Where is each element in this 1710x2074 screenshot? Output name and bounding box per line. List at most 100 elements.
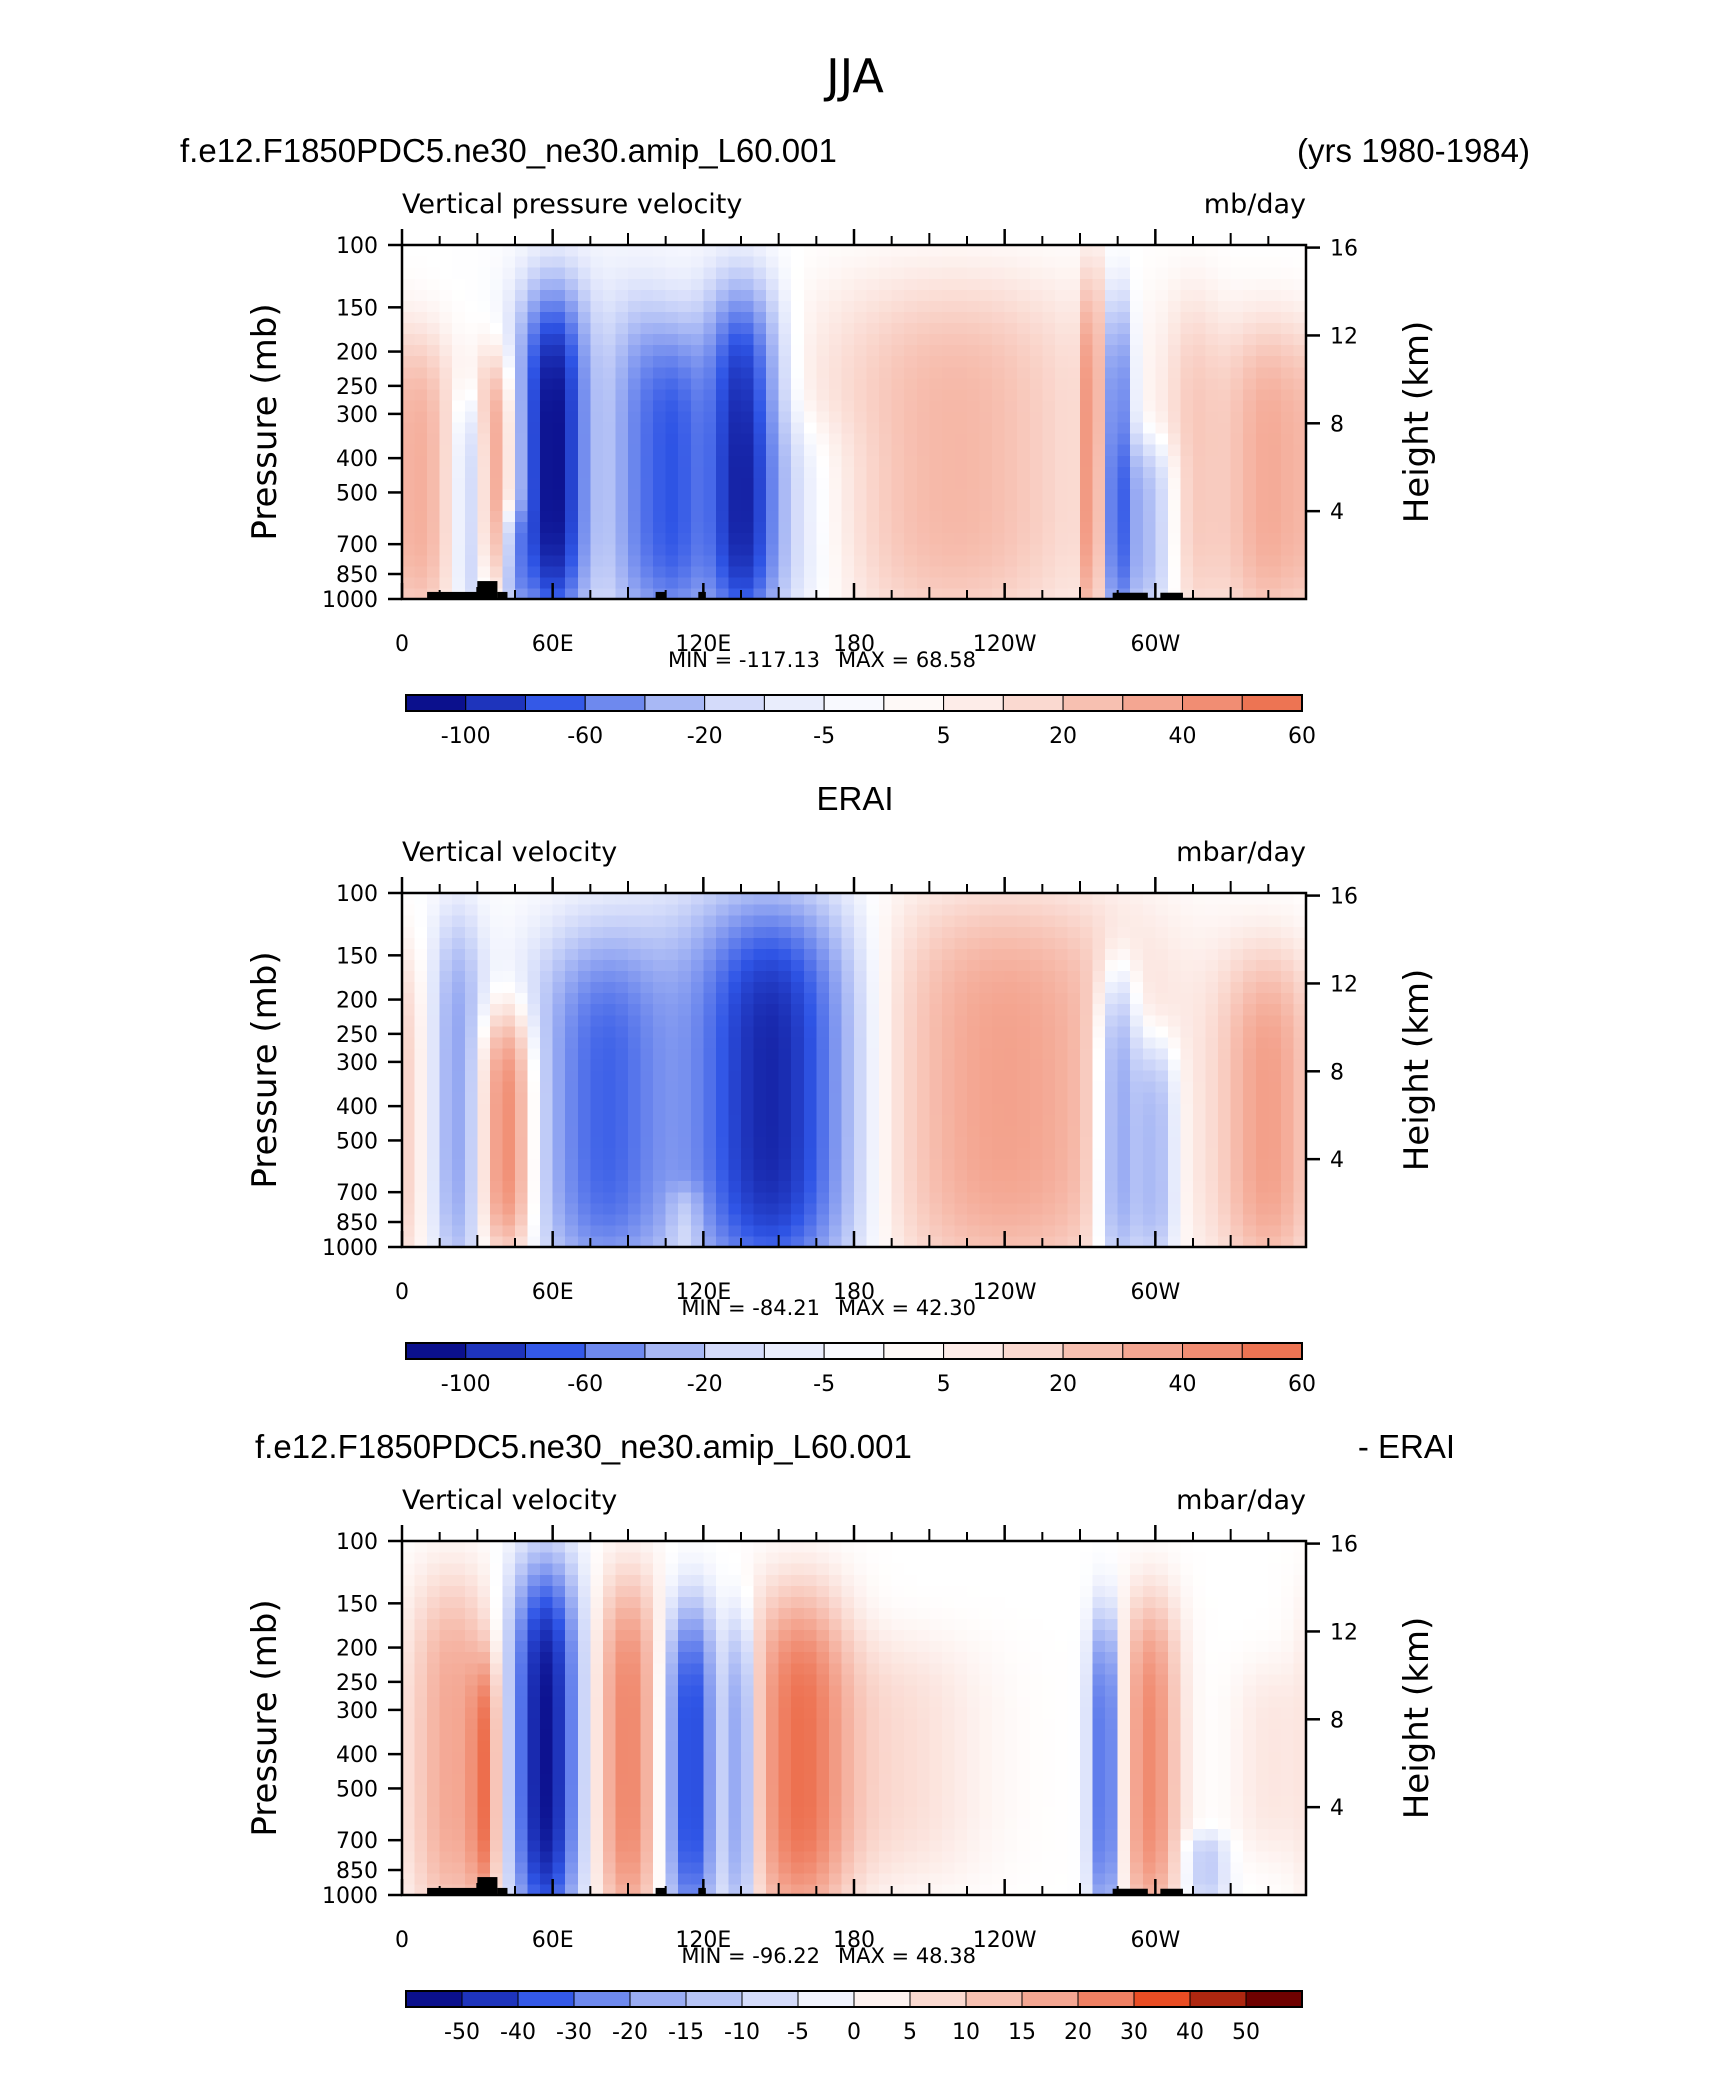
colorbar-box-obs-2 [524, 1342, 586, 1360]
y-tick-label-model-1: 150 [336, 296, 378, 321]
min-value-model: MIN = -117.13 [668, 648, 820, 672]
y-axis-label-diff: Pressure (mb) [245, 1599, 285, 1836]
colorbar-label-diff-9: 10 [952, 2020, 980, 2045]
y-right-tick-label-diff-3: 4 [1330, 1796, 1344, 1821]
colorbar-box-diff-0 [405, 1990, 463, 2008]
x-tick-label-diff-5: 60W [1130, 1928, 1180, 1953]
y-tick-label-model-5: 400 [336, 447, 378, 472]
y-tick-label-obs-1: 150 [336, 944, 378, 969]
field-diff [402, 1541, 1307, 1896]
colorbar-box-obs-3 [584, 1342, 646, 1360]
x-tick-label-model-1: 60E [532, 632, 574, 657]
y-tick-label-diff-0: 100 [336, 1530, 378, 1555]
colorbar-box-diff-5 [685, 1990, 743, 2008]
colorbar-box-diff-10 [965, 1990, 1023, 2008]
colorbar-box-model-11 [1062, 694, 1124, 712]
colorbar-label-model-3: -5 [813, 724, 835, 749]
y-tick-label-model-3: 250 [336, 375, 378, 400]
colorbar-box-model-3 [584, 694, 646, 712]
colorbar-box-diff-6 [741, 1990, 799, 2008]
y-right-axis-label-diff: Height (km) [1397, 1617, 1437, 1820]
colorbar-obs: -100 -60 -20 -5 5 20 40 60 [405, 1342, 1316, 1397]
obs-name: ERAI [816, 780, 893, 817]
colorbar-label-diff-2: -30 [556, 2020, 592, 2045]
colorbar-box-obs-12 [1122, 1342, 1184, 1360]
y-right-tick-label-model-3: 4 [1330, 500, 1344, 525]
colorbar-model: -100 -60 -20 -5 5 20 40 60 [405, 694, 1316, 749]
topography-diff-6 [1160, 1888, 1183, 1895]
colorbar-label-model-4: 5 [937, 724, 951, 749]
colorbar-box-obs-6 [763, 1342, 825, 1360]
y-right-tick-label-diff-0: 16 [1330, 1533, 1358, 1558]
y-tick-label-diff-5: 400 [336, 1743, 378, 1768]
y-right-tick-label-model-2: 8 [1330, 412, 1344, 437]
colorbar-box-model-8 [883, 694, 945, 712]
colorbar-label-obs-6: 40 [1169, 1372, 1197, 1397]
colorbar-label-diff-8: 5 [903, 2020, 917, 2045]
colorbar-box-model-14 [1241, 694, 1303, 712]
topography-diff-3 [655, 1887, 666, 1895]
x-tick-label-model-3: 180 [833, 632, 875, 657]
y-tick-label-diff-2: 200 [336, 1637, 378, 1662]
diff-case-name: f.e12.F1850PDC5.ne30_ne30.amip_L60.001 [255, 1428, 912, 1465]
y-tick-label-diff-9: 1000 [322, 1884, 378, 1909]
x-tick-label-model-5: 60W [1130, 632, 1180, 657]
colorbar-label-obs-0: -100 [441, 1372, 491, 1397]
y-right-axis-label-obs: Height (km) [1397, 969, 1437, 1172]
colorbar-box-model-7 [823, 694, 885, 712]
x-tick-label-obs-3: 180 [833, 1280, 875, 1305]
y-right-tick-label-diff-1: 12 [1330, 1620, 1358, 1645]
y-tick-label-obs-6: 500 [336, 1129, 378, 1154]
colorbar-box-model-9 [943, 694, 1004, 712]
colorbar-box-model-1 [465, 694, 526, 712]
colorbar-frame-diff [405, 1990, 1303, 2008]
colorbar-box-diff-11 [1021, 1990, 1079, 2008]
field-obs [402, 893, 1307, 1248]
colorbar-box-obs-13 [1182, 1342, 1243, 1360]
panel-subtitle-obs: Vertical velocity [402, 837, 617, 868]
colorbar-label-model-7: 60 [1288, 724, 1316, 749]
topography-diff-5 [1112, 1888, 1148, 1895]
colorbar-label-obs-1: -60 [567, 1372, 603, 1397]
y-tick-label-model-2: 200 [336, 341, 378, 366]
colorbar-box-obs-0 [405, 1342, 467, 1360]
colorbar-label-diff-0: -50 [444, 2020, 480, 2045]
colorbar-label-diff-10: 15 [1008, 2020, 1036, 2045]
y-axis-label-obs: Pressure (mb) [245, 951, 285, 1188]
x-tick-label-model-2: 120E [675, 632, 731, 657]
x-tick-label-diff-0: 0 [395, 1928, 409, 1953]
colorbar-box-model-0 [405, 694, 467, 712]
topography-diff-1 [477, 1877, 498, 1895]
max-value-obs: MAX = 42.30 [838, 1296, 976, 1320]
y-tick-label-obs-8: 850 [336, 1211, 378, 1236]
y-tick-label-diff-3: 250 [336, 1671, 378, 1696]
colorbar-box-model-4 [644, 694, 706, 712]
colorbar-box-diff-7 [797, 1990, 855, 2008]
y-tick-label-model-0: 100 [336, 234, 378, 259]
colorbar-box-obs-10 [1002, 1342, 1064, 1360]
model-case-name: f.e12.F1850PDC5.ne30_ne30.amip_L60.001 [180, 132, 837, 169]
years-label: (yrs 1980-1984) [1297, 132, 1530, 169]
colorbar-box-obs-5 [704, 1342, 765, 1360]
colorbar-label-diff-5: -10 [724, 2020, 760, 2045]
y-tick-label-obs-3: 250 [336, 1023, 378, 1048]
colorbar-label-obs-5: 20 [1049, 1372, 1077, 1397]
panel-obs: Vertical velocity mbar/day 0 60E 120E 180 120W… [245, 837, 1437, 1397]
y-tick-label-model-8: 850 [336, 563, 378, 588]
y-tick-label-obs-2: 200 [336, 989, 378, 1014]
y-tick-label-obs-0: 100 [336, 882, 378, 907]
colorbar-frame-obs [405, 1342, 1303, 1360]
x-tick-label-diff-4: 120W [973, 1928, 1037, 1953]
colorbar-box-obs-8 [883, 1342, 945, 1360]
x-tick-label-model-4: 120W [973, 632, 1037, 657]
colorbar-label-obs-3: -5 [813, 1372, 835, 1397]
topography-model-0 [427, 591, 478, 599]
colorbar-box-diff-4 [629, 1990, 687, 2008]
y-right-tick-label-obs-1: 12 [1330, 972, 1358, 997]
colorbar-box-obs-1 [465, 1342, 526, 1360]
topography-model-2 [497, 591, 508, 599]
colorbar-label-model-2: -20 [687, 724, 723, 749]
colorbar-box-obs-11 [1062, 1342, 1124, 1360]
panel-units-obs: mbar/day [1176, 837, 1306, 868]
colorbar-label-model-5: 20 [1049, 724, 1077, 749]
